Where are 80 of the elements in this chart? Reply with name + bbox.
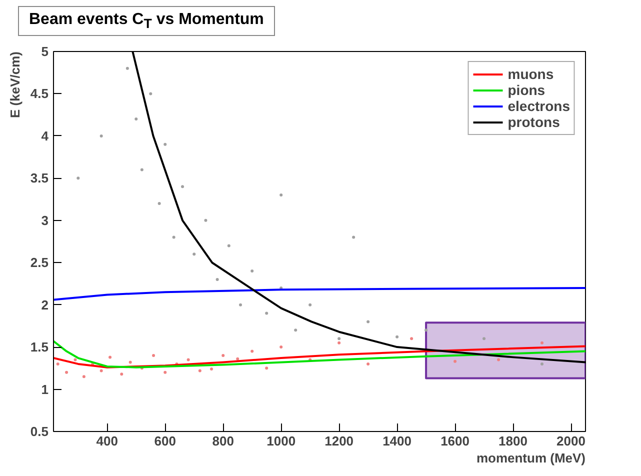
point [424,328,428,332]
point [164,142,167,146]
point [238,303,242,306]
chart-title: Beam events C$_{T}$ vs Momentum [29,10,264,34]
point [149,92,152,96]
point [540,341,544,344]
point [338,341,341,344]
x-tick-label: 1800 [498,434,528,448]
point [204,218,208,222]
point [540,362,544,366]
point [192,252,196,256]
point [265,312,268,315]
point [366,320,370,324]
point [482,337,486,340]
point [250,350,254,353]
y-tick-label: 2.5 [30,255,49,270]
y-tick-label: 1.5 [30,340,49,355]
point [265,366,268,370]
point [152,354,156,357]
x-tick-label: 1000 [266,434,296,448]
y-tick-label: 4 [41,128,50,144]
point [100,369,103,372]
y-tick-label: 3.5 [30,170,49,186]
point [280,194,283,197]
point [294,328,298,332]
point [280,346,283,349]
point [497,358,500,362]
y-tick-label: 5 [41,44,49,59]
point [126,66,129,70]
legend-label: pions [508,82,546,98]
x-tick-label: 400 [96,434,118,448]
point [128,360,132,364]
point [164,370,167,374]
point [120,372,124,376]
point [181,185,184,188]
point [74,358,77,362]
legend-label: muons [508,66,554,82]
point [108,356,112,359]
point [186,358,190,362]
point [227,244,230,248]
point [216,278,219,281]
point [352,236,356,239]
line-series [54,340,586,368]
point [140,168,144,172]
x-axis-title: momentum (MeV) [476,450,586,466]
y-tick-label: 1 [41,382,49,397]
point [250,270,254,273]
x-tick-label: 1600 [440,434,470,448]
point [56,362,60,366]
y-tick-label: 2 [41,297,49,312]
point [158,202,161,205]
line-series [54,286,586,301]
point [82,375,86,378]
y-tick-label: 3 [41,212,49,228]
x-tick-label: 800 [212,434,234,448]
point [454,360,457,363]
line-series [54,345,586,368]
point [236,357,240,360]
point [65,370,68,374]
point [222,354,225,357]
y-axis-title: E (keV/cm) [8,51,22,118]
point [198,369,202,372]
point [366,362,370,366]
x-tick-label: 1200 [324,434,354,448]
point [100,134,103,138]
point [210,368,214,371]
y-tick-label: 0.5 [30,424,49,439]
x-tick-label: 600 [154,434,176,448]
x-tick-label: 1400 [382,434,412,448]
point [76,176,80,180]
legend-label: electrons [508,98,570,114]
point [396,335,399,338]
point [338,337,341,340]
y-tick-label: 4.5 [30,86,49,102]
point [134,118,138,121]
point [410,337,414,340]
point [172,236,176,239]
x-tick-label: 2000 [556,434,586,448]
point [308,303,312,306]
legend-label: protons [508,114,560,130]
